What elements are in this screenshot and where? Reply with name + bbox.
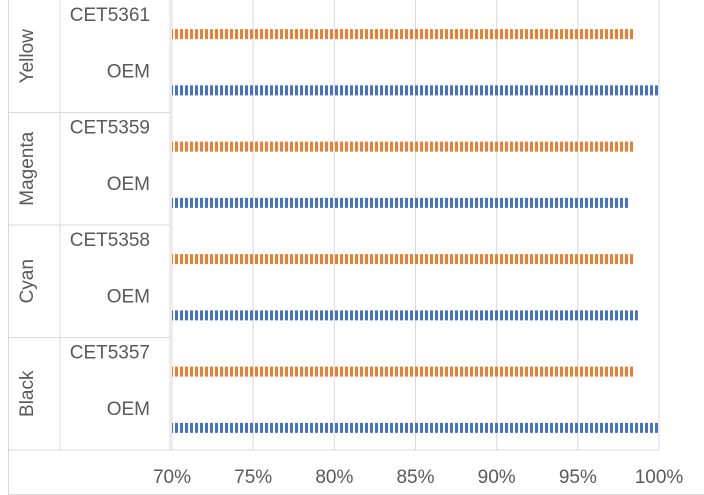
group-label: Yellow [17,29,38,84]
bar [172,422,659,433]
x-tick-label: 100% [635,467,684,488]
category-label: CET5358 [70,230,150,251]
group-label: Black [17,370,38,417]
group-label: Magenta [17,131,38,205]
x-tick-label: 95% [559,467,597,488]
bar [172,85,659,96]
category-label: OEM [107,399,150,420]
bar [172,29,634,40]
bar [172,366,634,377]
category-label: OEM [107,174,150,195]
x-tick-label: 90% [478,467,516,488]
group-label: Cyan [17,259,38,303]
x-tick-label: 75% [234,467,272,488]
x-tick-label: 85% [396,467,434,488]
bar [172,254,634,265]
bar [172,197,629,208]
category-label: CET5357 [70,343,150,364]
category-label: OEM [107,286,150,307]
x-tick-label: 70% [153,467,191,488]
category-label: OEM [107,61,150,82]
category-label: CET5359 [70,118,150,139]
bar [172,310,638,321]
x-tick-label: 80% [315,467,353,488]
category-label: CET5361 [70,5,150,26]
bar [172,141,634,152]
